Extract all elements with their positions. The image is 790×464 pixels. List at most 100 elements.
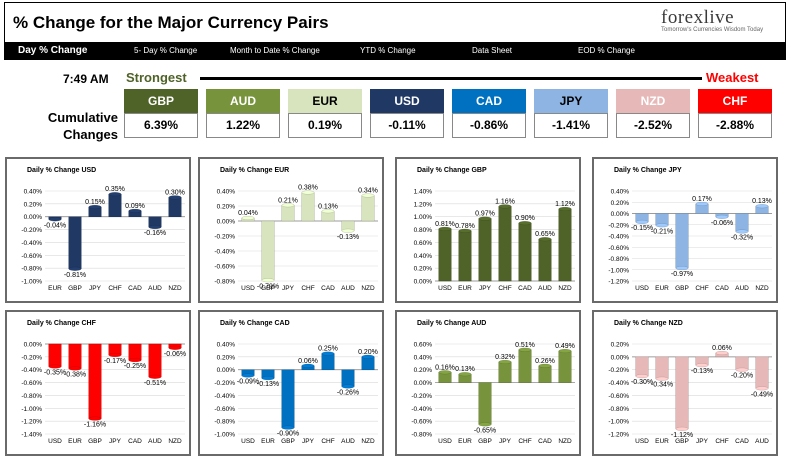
y-tick-label: 0.00% — [414, 380, 433, 387]
y-tick-label: -1.00% — [608, 419, 629, 426]
nav-eod-change[interactable]: EOD % Change — [578, 46, 635, 55]
chart-title: Daily % Change USD — [27, 167, 97, 174]
data-label: 0.09% — [125, 203, 145, 210]
y-tick-label: -0.80% — [608, 256, 629, 263]
y-tick-label: 0.40% — [24, 189, 43, 196]
header-bar: % Change for the Major Currency Pairs fo… — [4, 2, 786, 42]
bar-cap — [168, 195, 182, 200]
y-tick-label: -1.00% — [608, 267, 629, 274]
bar-gbp — [261, 220, 275, 281]
chart-title: Daily % Change EUR — [220, 167, 290, 174]
y-tick-label: 0.40% — [217, 189, 236, 196]
bar-chart: 0.40% 0.20% 0.00% -0.20% -0.40% -0.60% -0.80% -… — [21, 186, 185, 292]
nav-data-sheet[interactable]: Data Sheet — [472, 46, 513, 55]
x-tick-label: CAD — [321, 285, 335, 292]
x-tick-label: CHF — [301, 285, 314, 292]
bar-cap — [241, 373, 255, 378]
x-tick-label: GBP — [88, 438, 102, 445]
currency-value: 6.39% — [124, 113, 198, 138]
data-label: 0.78% — [455, 223, 475, 230]
x-tick-label: EUR — [261, 438, 275, 445]
nav-5day-change[interactable]: 5- Day % Change — [134, 46, 198, 55]
bar-cap — [281, 425, 295, 430]
x-tick-label: CAD — [128, 285, 142, 292]
bar-jpy — [478, 218, 492, 282]
y-tick-label: 0.20% — [24, 201, 43, 208]
y-tick-label: 0.60% — [414, 240, 433, 247]
x-tick-label: GBP — [281, 438, 295, 445]
x-tick-label: NZD — [361, 285, 375, 292]
data-label: 0.32% — [495, 354, 515, 361]
bar-gbp — [281, 369, 295, 428]
x-tick-label: AUD — [341, 285, 355, 292]
bar-aud — [735, 213, 749, 232]
bar-cap — [148, 374, 162, 379]
y-tick-label: -0.40% — [411, 406, 432, 413]
y-tick-label: -0.80% — [21, 266, 42, 273]
bar-cad — [538, 365, 552, 383]
bar-cap — [538, 363, 552, 368]
x-tick-label: EUR — [68, 438, 82, 445]
data-label: -0.79% — [257, 283, 279, 290]
bar-chart: 0.60% 0.40% 0.20% 0.00% -0.20% -0.40% -0.60% -0… — [411, 342, 575, 445]
bar-cap — [675, 426, 689, 431]
bar-cap — [48, 217, 62, 222]
data-label: -0.65% — [474, 427, 496, 434]
y-tick-label: 1.20% — [414, 201, 433, 208]
bar-chf — [301, 192, 315, 222]
y-tick-label: -0.20% — [608, 367, 629, 374]
nav-day-change[interactable]: Day % Change — [18, 45, 88, 56]
data-label: -0.90% — [277, 431, 299, 438]
bar-cap — [558, 349, 572, 354]
currency-box-usd: USD -0.11% — [370, 89, 444, 138]
data-label: 1.12% — [555, 201, 575, 208]
bar-cad — [518, 222, 532, 282]
x-tick-label: USD — [241, 438, 255, 445]
currency-box-gbp: GBP 6.39% — [124, 89, 198, 138]
chart-title: Daily % Change GBP — [417, 167, 487, 174]
y-tick-label: -0.40% — [214, 249, 235, 256]
currency-code: GBP — [124, 89, 198, 113]
data-label: -0.20% — [731, 373, 753, 380]
data-label: 0.20% — [358, 349, 378, 356]
data-label: -0.13% — [257, 381, 279, 388]
nav-ytd-change[interactable]: YTD % Change — [360, 46, 416, 55]
x-tick-label: CHF — [321, 438, 334, 445]
bar-gbp — [68, 216, 82, 269]
currency-value: -1.41% — [534, 113, 608, 138]
chart-title: Daily % Change CHF — [27, 320, 96, 327]
chart-panel-cad: Daily % Change CAD 0.40% 0.20% 0.00% -0.20% -… — [198, 310, 384, 456]
bar-cap — [261, 278, 275, 283]
bar-eur — [655, 356, 669, 379]
bar-cap — [341, 228, 355, 233]
bar-cap — [655, 223, 669, 228]
bar-chart: 0.00% -0.20% -0.40% -0.60% -0.80% -1.00% -1.20… — [21, 342, 186, 446]
nav-month-to-date[interactable]: Month to Date % Change — [230, 46, 320, 55]
bar-cap — [68, 366, 82, 371]
data-label: -0.16% — [144, 230, 166, 237]
currency-code: AUD — [206, 89, 280, 113]
currency-value: -2.52% — [616, 113, 690, 138]
data-label: -1.12% — [671, 432, 693, 439]
bar-gbp — [675, 213, 689, 269]
bar-cap — [458, 372, 472, 377]
forexlive-logo[interactable]: forexlive Tomorrow's Currencies Wisdom T… — [661, 7, 771, 39]
currency-code: JPY — [534, 89, 608, 113]
bar-cap — [438, 226, 452, 231]
bar-cap — [341, 384, 355, 389]
y-tick-label: -1.20% — [21, 419, 42, 426]
logo-tagline: Tomorrow's Currencies Wisdom Today — [661, 27, 764, 33]
bar-cad — [128, 343, 142, 361]
x-tick-label: NZD — [168, 438, 182, 445]
chart-panel-gbp: Daily % Change GBP 1.40% 1.20% 1.00% 0.80% 0.… — [395, 157, 581, 303]
chart-panel-chf: Daily % Change CHF 0.00% -0.20% -0.40% -0.60… — [5, 310, 191, 456]
y-tick-label: 0.00% — [217, 219, 236, 226]
nav-bar: Day % Change 5- Day % Change Month to Da… — [4, 42, 786, 60]
x-tick-label: CHF — [108, 285, 121, 292]
data-label: 0.15% — [85, 199, 105, 206]
currency-value: 1.22% — [206, 113, 280, 138]
x-tick-label: NZD — [168, 285, 182, 292]
data-label: -0.81% — [64, 272, 86, 279]
data-label: -0.13% — [691, 368, 713, 375]
y-tick-label: 1.00% — [414, 214, 433, 221]
